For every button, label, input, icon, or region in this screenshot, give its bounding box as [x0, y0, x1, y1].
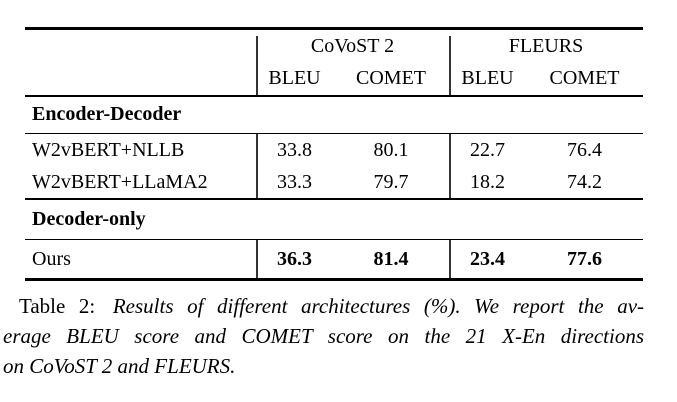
section-heading-label: Encoder-Decoder [32, 103, 182, 125]
table-row: W2vBERT+LLaMA2 33.3 79.7 18.2 74.2 [25, 166, 643, 198]
row-label: W2vBERT+NLLB [32, 139, 185, 161]
column-group-row: CoVoST 2 FLEURS [25, 30, 643, 62]
caption-line-3: on CoVoST 2 and FLEURS. [3, 354, 236, 378]
metric-header-row: BLEU COMET BLEU COMET [25, 62, 643, 95]
fleurs-comet-value: 76.4 [567, 139, 602, 161]
bottom-rule [25, 278, 643, 281]
vertical-divider [449, 240, 451, 278]
covost2-bleu-header: BLEU [268, 67, 321, 89]
table-row-ours: Ours 36.3 81.4 23.4 77.6 [25, 240, 643, 278]
vertical-divider [256, 134, 258, 198]
row-label: W2vBERT+LLaMA2 [32, 171, 208, 193]
encoder-decoder-rows: W2vBERT+NLLB 33.8 80.1 22.7 76.4 W2vBERT… [25, 134, 643, 198]
caption-line-1: Table 2: Results of different architectu… [3, 291, 644, 321]
results-table: CoVoST 2 FLEURS BLEU COMET BLEU COMET En… [25, 27, 643, 281]
vertical-divider [449, 35, 451, 95]
table-caption: Table 2: Results of different architectu… [3, 291, 644, 381]
covost2-comet-header: COMET [356, 67, 426, 89]
header-rule [25, 94, 643, 97]
fleurs-bleu-value: 22.7 [470, 139, 505, 161]
decoder-only-rows: Ours 36.3 81.4 23.4 77.6 [25, 240, 643, 278]
vertical-divider [449, 134, 451, 198]
section-rule [25, 238, 643, 240]
covost2-comet-value: 79.7 [373, 171, 409, 193]
vertical-divider [256, 35, 258, 95]
empty-corner-cell [25, 30, 256, 62]
empty-corner-cell [25, 62, 256, 95]
row-label: Ours [32, 248, 71, 270]
fleurs-comet-value: 74.2 [567, 171, 602, 193]
fleurs-bleu-value: 23.4 [470, 248, 505, 270]
section-rule [25, 132, 643, 134]
covost2-bleu-value: 36.3 [277, 248, 312, 270]
section-heading-encoder-decoder: Encoder-Decoder [25, 97, 643, 133]
fleurs-bleu-value: 18.2 [470, 171, 505, 193]
top-rule [25, 27, 643, 30]
covost2-comet-value: 81.4 [373, 248, 409, 270]
vertical-divider [256, 240, 258, 278]
caption-text: Results of different architectures (%). … [112, 294, 645, 318]
fleurs-comet-value: 77.6 [567, 248, 602, 270]
fleurs-comet-header: COMET [549, 67, 620, 89]
col-group-fleurs: FLEURS [508, 34, 584, 57]
table-header: CoVoST 2 FLEURS BLEU COMET BLEU COMET [25, 30, 643, 95]
col-group-covost2: CoVoST 2 [310, 34, 395, 57]
fleurs-bleu-header: BLEU [461, 67, 514, 89]
covost2-comet-value: 80.1 [373, 139, 409, 161]
covost2-bleu-value: 33.8 [277, 139, 312, 161]
section-heading-label: Decoder-only [32, 207, 146, 230]
section-heading-decoder-only: Decoder-only [25, 200, 643, 239]
covost2-bleu-value: 33.3 [277, 171, 312, 193]
table-row: W2vBERT+NLLB 33.8 80.1 22.7 76.4 [25, 134, 643, 166]
section-rule [25, 198, 643, 200]
caption-line-2: erage BLEU score and COMET score on the … [3, 324, 644, 348]
caption-label: Table 2: [19, 294, 96, 318]
